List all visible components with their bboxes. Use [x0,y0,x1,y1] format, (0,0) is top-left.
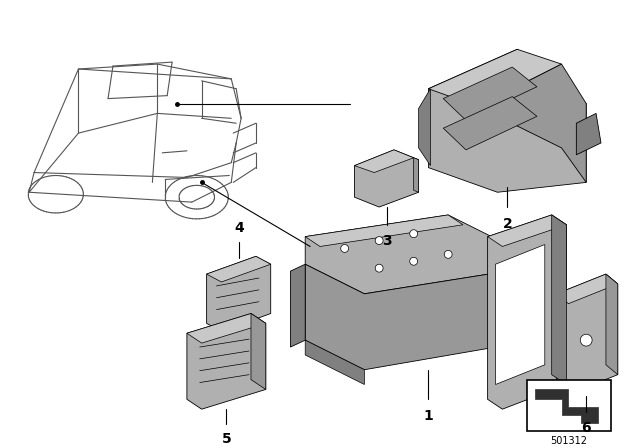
Circle shape [444,250,452,258]
Circle shape [580,334,592,346]
Polygon shape [305,264,508,370]
Text: 4: 4 [234,221,244,235]
Circle shape [375,264,383,272]
Polygon shape [291,264,305,347]
Polygon shape [477,64,586,182]
Text: 1: 1 [424,409,433,423]
Text: 2: 2 [502,217,512,231]
Polygon shape [444,67,537,120]
Polygon shape [495,245,545,384]
Text: 6: 6 [581,421,591,435]
Polygon shape [488,215,566,409]
Polygon shape [187,314,266,343]
Circle shape [375,237,383,245]
Polygon shape [577,113,601,155]
Polygon shape [428,49,586,192]
Polygon shape [305,215,508,294]
Polygon shape [187,314,266,409]
Polygon shape [552,215,566,384]
Polygon shape [413,158,419,192]
Polygon shape [207,256,271,282]
Polygon shape [207,256,271,331]
Polygon shape [251,314,266,389]
Text: 501312: 501312 [550,436,588,446]
Circle shape [340,245,349,252]
Polygon shape [557,274,618,304]
Polygon shape [355,150,419,207]
Polygon shape [428,49,561,107]
Text: 5: 5 [221,432,231,446]
Polygon shape [606,274,618,375]
Polygon shape [305,215,463,246]
Bar [527,379,611,431]
Polygon shape [419,89,431,166]
Circle shape [410,230,418,237]
Text: 3: 3 [382,234,392,248]
Circle shape [410,257,418,265]
Polygon shape [444,97,537,150]
Polygon shape [488,215,566,246]
Polygon shape [355,150,413,172]
Polygon shape [535,389,598,423]
Polygon shape [557,274,618,394]
Polygon shape [305,340,364,384]
